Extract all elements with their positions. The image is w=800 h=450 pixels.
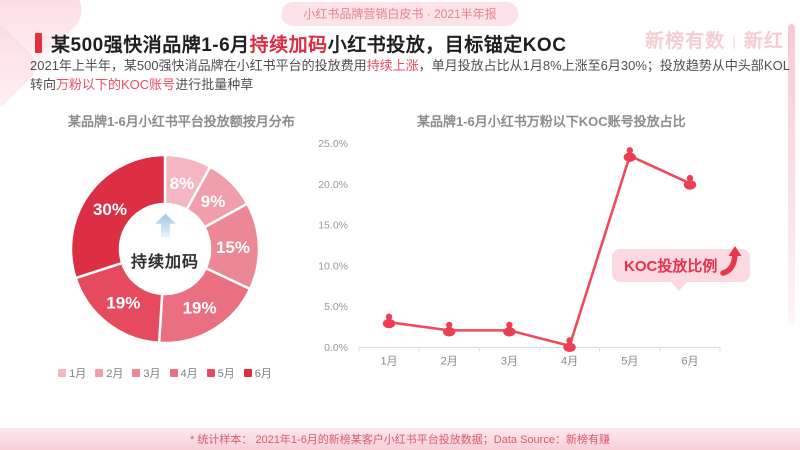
page-title-text: 某500强快消品牌1-6月持续加码小红书投放，目标锚定KOC — [51, 30, 566, 57]
legend-label: 2月 — [106, 368, 124, 380]
title-highlight: 持续加码 — [249, 35, 328, 56]
callout-label: KOC投放比例 — [624, 258, 718, 275]
report-banner: 小红书品牌营销白皮书 · 2021半年报 — [281, 2, 519, 26]
donut-segment-label: 19% — [106, 294, 140, 313]
donut-segment-label: 15% — [216, 238, 250, 257]
line-chart-title: 某品牌1-6月小红书万粉以下KOC账号投放占比 — [417, 114, 686, 129]
person-icon — [683, 174, 697, 190]
donut-chart: 8% 9% 15% 19% 19% 30% — [69, 153, 261, 345]
person-icon — [443, 321, 456, 337]
title-prefix: 某500强快消品牌1-6月 — [51, 35, 250, 56]
callout-tail — [670, 281, 688, 291]
subtitle-text: ，单月投放占比从1月8%上涨至6月30%；投放趋势从中头部KOL转向 — [30, 58, 790, 92]
page-title: 某500强快消品牌1-6月持续加码小红书投放，目标锚定KOC — [35, 30, 566, 57]
legend-label: 4月 — [180, 368, 198, 380]
legend-label: 6月 — [254, 368, 272, 380]
legend-item-1月: 1月 — [58, 365, 86, 381]
x-tick-label: 5月 — [621, 356, 638, 368]
donut-chart-title: 某品牌1-6月小红书平台投放额按月分布 — [68, 114, 295, 129]
donut-center-label: 持续加码 — [130, 254, 199, 271]
person-icon — [503, 321, 516, 337]
person-icon — [382, 313, 396, 329]
title-accent-bar — [35, 33, 42, 53]
subtitle-text: 2021年上半年，某500强快消品牌在小红书平台的投放费用 — [30, 58, 367, 73]
donut-segment-label: 30% — [93, 200, 127, 219]
brand-watermark: 新榜有数 | 新红 — [645, 26, 784, 53]
legend-item-4月: 4月 — [169, 365, 198, 381]
brand-name-left: 新榜有数 — [645, 31, 726, 52]
title-suffix: 小红书投放，目标锚定KOC — [327, 35, 567, 56]
footer-note: * 统计样本： 2021年1-6月的新榜某客户小红书平台投放数据；Data So… — [0, 428, 800, 450]
legend-swatch — [243, 369, 252, 377]
legend-label: 5月 — [217, 368, 235, 380]
legend-item-5月: 5月 — [206, 365, 235, 381]
y-tick-label: 5.0% — [324, 301, 348, 313]
separator: | — [732, 33, 737, 50]
legend-swatch — [58, 369, 67, 377]
donut-segment-label: 19% — [183, 299, 217, 318]
line-chart: 0.0% 5.0% 10.0% 15.0% 20.0% 25.0% 1月 2月 3月 4月 5月 6月 — [318, 138, 721, 368]
x-tick-label: 6月 — [681, 356, 698, 368]
donut-legend: 1月 2月 3月 4月 5月 6月 — [0, 365, 330, 381]
y-tick-label: 10.0% — [318, 260, 348, 272]
legend-swatch — [206, 369, 215, 377]
legend-swatch — [132, 369, 141, 377]
legend-label: 3月 — [143, 368, 161, 380]
person-icon — [563, 337, 576, 352]
subtitle-highlight: 持续上涨 — [366, 58, 419, 73]
right-edge-decoration — [788, 24, 795, 324]
donut-center: 持续加码 — [113, 213, 217, 272]
x-tick-label: 2月 — [441, 356, 458, 368]
y-tick-label: 20.0% — [318, 179, 348, 191]
x-tick-label: 1月 — [380, 356, 397, 368]
legend-swatch — [169, 369, 178, 377]
data-line — [388, 153, 691, 348]
x-tick-label: 3月 — [501, 356, 518, 368]
subtitle: 2021年上半年，某500强快消品牌在小红书平台的投放费用持续上涨，单月投放占比… — [30, 56, 792, 94]
trend-up-arrow-icon — [720, 245, 742, 276]
legend-label: 1月 — [69, 368, 87, 380]
legend-item-3月: 3月 — [132, 365, 161, 381]
y-tick-label: 0.0% — [324, 342, 348, 354]
person-icon — [623, 147, 636, 162]
legend-item-2月: 2月 — [95, 365, 123, 381]
y-tick-label: 25.0% — [318, 138, 348, 150]
y-tick-label: 15.0% — [318, 220, 348, 232]
up-arrow-icon — [154, 213, 176, 238]
footer-note-text: * 统计样本： 2021年1-6月的新榜某客户小红书平台投放数据；Data So… — [190, 434, 610, 446]
donut-segment-label: 8% — [170, 174, 195, 193]
x-tick-label: 4月 — [561, 356, 578, 368]
subtitle-text: 进行批量种草 — [175, 77, 254, 92]
donut-segment-label: 9% — [201, 192, 226, 211]
donut-segment-6月 — [69, 153, 167, 280]
subtitle-highlight: 万粉以下的KOC账号 — [56, 77, 176, 92]
koc-callout: KOC投放比例 — [612, 245, 751, 291]
legend-swatch — [95, 369, 104, 377]
legend-item-6月: 6月 — [243, 365, 272, 381]
brand-name-right: 新红 — [743, 31, 784, 52]
